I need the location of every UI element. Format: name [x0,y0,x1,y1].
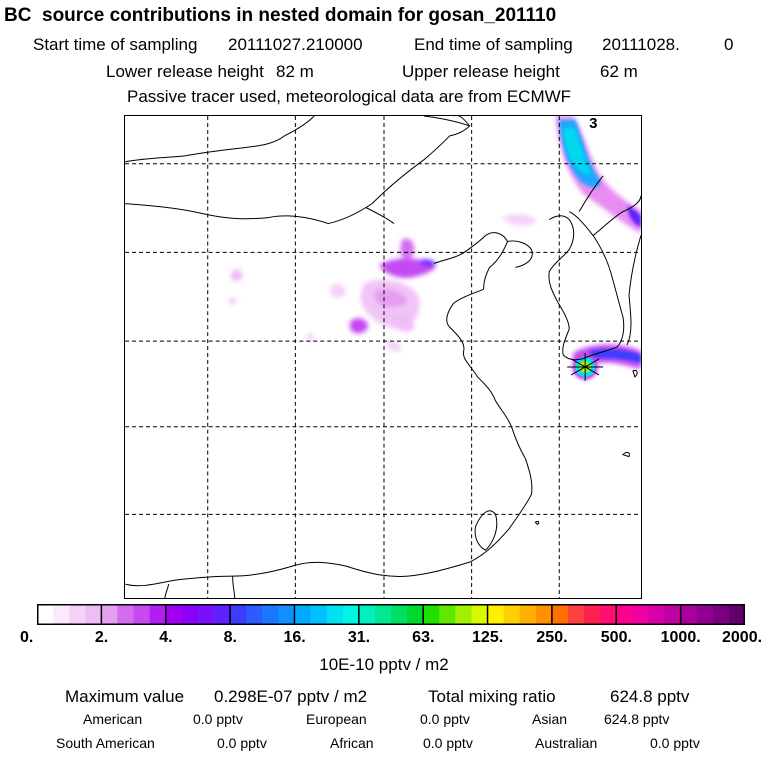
colorbar-cell [423,604,440,625]
colorbar-cell [455,604,472,625]
colorbar-cell [407,604,424,625]
colorbar-cell [728,604,745,625]
coastlines [125,116,641,598]
start-time-label: Start time of sampling [33,35,198,54]
colorbar-cell [680,604,698,625]
australian-label: Australian [535,735,598,751]
colorbar-cell [600,604,617,625]
colorbar-cell [471,604,489,625]
colorbar-cell [374,604,392,625]
colorbar-tick-label: 16. [283,629,306,646]
lower-release-value: 82 m [276,62,314,81]
max-value-label: Maximum value [65,687,185,706]
colorbar-cell [358,604,376,625]
colorbar-cell [664,604,682,625]
colorbar-cell [696,604,714,625]
colorbar-cell [117,604,135,625]
colorbar-cell [551,604,569,625]
end-time-label: End time of sampling [414,35,573,54]
colorbar-unit: 10E-10 pptv / m2 [319,655,449,674]
tracer-note: Passive tracer used, meteorological data… [127,87,572,106]
european-label: European [306,711,367,727]
colorbar-tick-label: 4. [159,629,173,646]
colorbar-cell [535,604,553,625]
end-time-value: 20111028. [602,35,680,54]
colorbar-tick-label: 1000. [660,629,701,646]
colorbar-border [37,604,745,625]
australian-value: 0.0 pptv [650,735,700,751]
colorbar-cell [69,604,86,625]
colorbar-tick-label: 125. [472,629,504,646]
map-plot: 3 [124,115,642,599]
colorbar-cell [230,604,247,625]
colorbar-cell [294,604,312,625]
colorbar-cell [246,604,263,625]
colorbar-cell [149,604,167,625]
colorbar-cell [487,604,505,625]
colorbar-cell [101,604,118,625]
colorbar-cell [503,604,521,625]
lat-lon-grid [125,116,641,598]
colorbar-cell [197,604,215,625]
colorbar-tick-label: 250. [536,629,568,646]
colorbar-cell [648,604,666,625]
colorbar-cell [310,604,328,625]
african-label: African [330,735,374,751]
asian-label: Asian [532,711,568,727]
receptor-marker [567,353,604,381]
colorbar-tick-label: 63. [412,629,435,646]
colorbar-cell [278,604,295,625]
colorbar-cell [133,604,151,625]
colorbar-cell [165,604,183,625]
colorbar-tick-label: 2000. [722,629,763,646]
colorbar-cell [391,604,408,625]
colorbar-tick-label: 31. [347,629,371,646]
colorbar-cell [53,604,70,625]
asian-value: 624.8 pptv [604,711,670,727]
max-value: 0.298E-07 pptv / m2 [214,687,368,706]
start-time-value: 20111027.210000 [228,35,363,54]
colorbar-tick-label: 8. [223,629,237,646]
colorbar-cell [632,604,649,625]
upper-release-value: 62 m [600,62,638,81]
colorbar-cell [568,604,585,625]
south-american-value: 0.0 pptv [217,735,267,751]
american-value: 0.0 pptv [193,711,243,727]
colorbar-cell [712,604,730,625]
colorbar-cell [616,604,633,625]
south-american-label: South American [56,735,155,751]
total-mixing-label: Total mixing ratio [428,687,556,706]
colorbar-cell [85,604,102,625]
colorbar-cell [37,604,54,625]
upper-release-label: Upper release height [402,62,560,81]
colorbar-tick-label: 2. [94,629,109,646]
european-value: 0.0 pptv [420,711,470,727]
plume-central-china [228,214,538,352]
total-mixing-value: 624.8 pptv [610,687,690,706]
map-marker-label: 3 [589,116,597,132]
colorbar-cell [439,604,456,625]
colorbar-tick-label: 500. [600,629,632,646]
african-value: 0.0 pptv [423,735,473,751]
colorbar-cell [326,604,344,625]
american-label: American [83,711,143,727]
colorbar-cell [262,604,279,625]
colorbar-cell [214,604,231,625]
colorbar-cell [519,604,537,625]
colorbar [37,604,745,625]
chart-title: BC source contributions in nested domain… [4,5,557,26]
lower-release-label: Lower release height [106,62,264,81]
plume-korea [567,344,641,381]
end-time-suffix: 0 [724,35,734,54]
colorbar-tick-label: 0. [20,629,34,646]
plume-northeast [555,116,641,234]
colorbar-cell [584,604,601,625]
map-svg: 3 [125,116,641,598]
colorbar-cell [342,604,360,625]
colorbar-cell [181,604,199,625]
